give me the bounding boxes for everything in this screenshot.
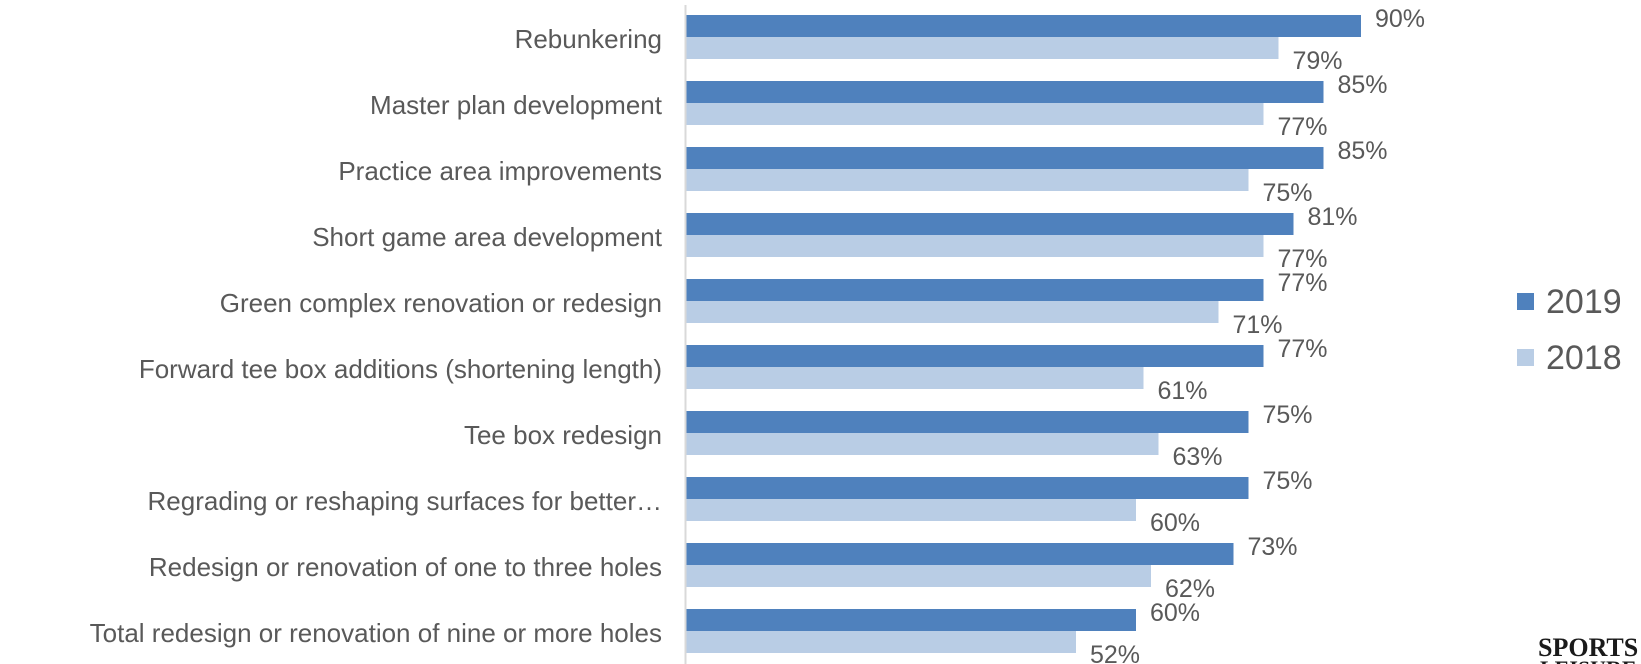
bar-2018	[686, 103, 1264, 125]
category-label: Redesign or renovation of one to three h…	[149, 552, 662, 582]
data-label-2018: 77%	[1278, 113, 1328, 141]
bar-2019	[686, 477, 1249, 499]
bar-2018	[686, 631, 1076, 653]
data-label-2019: 90%	[1375, 5, 1425, 33]
data-label-2018: 61%	[1158, 377, 1208, 405]
sports-leisure-logo: SPORTS LEISURE	[1538, 633, 1638, 664]
data-label-2018: 63%	[1173, 443, 1223, 471]
category-labels: Rebunkering Master plan development Practi…	[90, 24, 663, 648]
bar-2018	[686, 235, 1264, 257]
bar-2019	[686, 81, 1324, 103]
category-label: Practice area improvements	[338, 156, 662, 186]
data-label-2019: 75%	[1263, 401, 1313, 429]
bar-2018	[686, 37, 1279, 59]
data-label-2019: 81%	[1308, 203, 1358, 231]
data-label-2019: 77%	[1278, 335, 1328, 363]
data-label-2018: 75%	[1263, 179, 1313, 207]
legend-swatch-2019	[1517, 293, 1534, 310]
bar-2019	[686, 213, 1294, 235]
data-label-2019: 85%	[1338, 137, 1388, 165]
bar-2019	[686, 15, 1361, 37]
data-label-2018: 79%	[1293, 47, 1343, 75]
data-label-2018: 60%	[1150, 509, 1200, 537]
category-label: Regrading or reshaping surfaces for bett…	[148, 486, 663, 516]
category-label: Tee box redesign	[464, 420, 662, 450]
data-label-2019: 77%	[1278, 269, 1328, 297]
data-label-2019: 85%	[1338, 71, 1388, 99]
bar-2019	[686, 147, 1324, 169]
bar-2018	[686, 367, 1144, 389]
data-label-2019: 75%	[1263, 467, 1313, 495]
logo-line2: LEISURE	[1540, 656, 1637, 664]
category-label: Rebunkering	[515, 24, 662, 54]
bar-2019	[686, 279, 1264, 301]
legend: 2019 2018	[1517, 283, 1622, 377]
data-label-2019: 73%	[1248, 533, 1298, 561]
legend-label-2018: 2018	[1546, 339, 1622, 377]
legend-label-2019: 2019	[1546, 283, 1622, 321]
bar-2018	[686, 499, 1136, 521]
data-label-2018: 52%	[1090, 641, 1140, 664]
data-label-2018: 71%	[1233, 311, 1283, 339]
legend-swatch-2018	[1517, 349, 1534, 366]
category-label: Master plan development	[370, 90, 663, 120]
category-label: Forward tee box additions (shortening le…	[139, 354, 662, 384]
data-label-2019: 60%	[1150, 599, 1200, 627]
bar-2019	[686, 543, 1234, 565]
category-label: Total redesign or renovation of nine or …	[90, 618, 662, 648]
category-label: Short game area development	[312, 222, 663, 252]
bar-2018	[686, 301, 1219, 323]
bar-2018	[686, 433, 1159, 455]
bar-2019	[686, 411, 1249, 433]
bar-2019	[686, 345, 1264, 367]
bar-2018	[686, 169, 1249, 191]
bar-2019	[686, 609, 1136, 631]
bar-2018	[686, 565, 1151, 587]
category-label: Green complex renovation or redesign	[220, 288, 662, 318]
